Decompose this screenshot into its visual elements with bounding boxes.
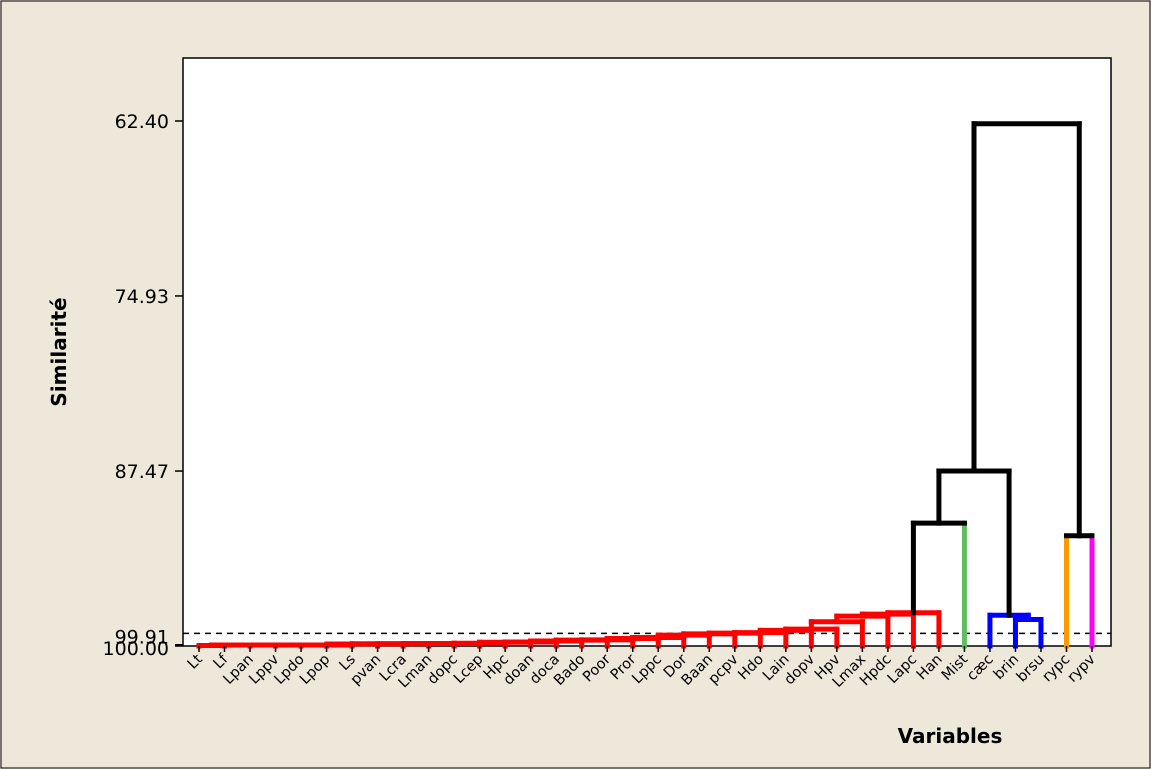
x-axis-label: Variables: [898, 724, 1003, 748]
y-tick-label: 62.40: [115, 111, 169, 133]
y-tick-label: 87.47: [115, 461, 169, 483]
y-axis-label: Similarité: [47, 297, 71, 406]
dendrogram-links: [196, 121, 1095, 649]
y-tick-label: 99.91: [115, 627, 169, 649]
y-tick-label: 74.93: [115, 286, 169, 308]
plot-area: [182, 57, 1112, 647]
y-tick-label: 100.00: [103, 638, 169, 660]
